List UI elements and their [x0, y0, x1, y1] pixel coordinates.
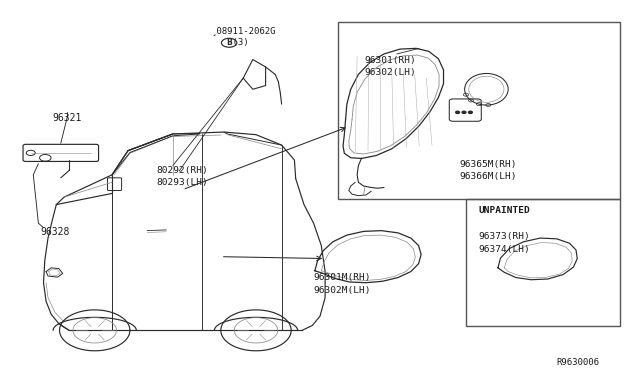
- Text: 96328: 96328: [40, 227, 70, 237]
- Circle shape: [456, 111, 460, 113]
- Bar: [338, 22, 620, 199]
- Text: R9630006: R9630006: [557, 358, 600, 367]
- Text: 96365M(RH)
96366M(LH): 96365M(RH) 96366M(LH): [460, 160, 517, 181]
- Text: UNPAINTED: UNPAINTED: [479, 206, 531, 215]
- Text: 96321: 96321: [52, 113, 82, 124]
- Bar: [466, 199, 620, 326]
- Circle shape: [468, 111, 472, 113]
- Text: 96301M(RH)
96302M(LH): 96301M(RH) 96302M(LH): [314, 273, 371, 295]
- Text: 96301(RH)
96302(LH): 96301(RH) 96302(LH): [365, 56, 417, 77]
- Text: B: B: [227, 38, 232, 47]
- Circle shape: [462, 111, 466, 113]
- Text: 96373(RH)
96374(LH): 96373(RH) 96374(LH): [479, 232, 531, 254]
- Text: ¸08911-2062G
    (3): ¸08911-2062G (3): [211, 26, 276, 47]
- Text: 80292(RH)
80293(LH): 80292(RH) 80293(LH): [157, 166, 209, 187]
